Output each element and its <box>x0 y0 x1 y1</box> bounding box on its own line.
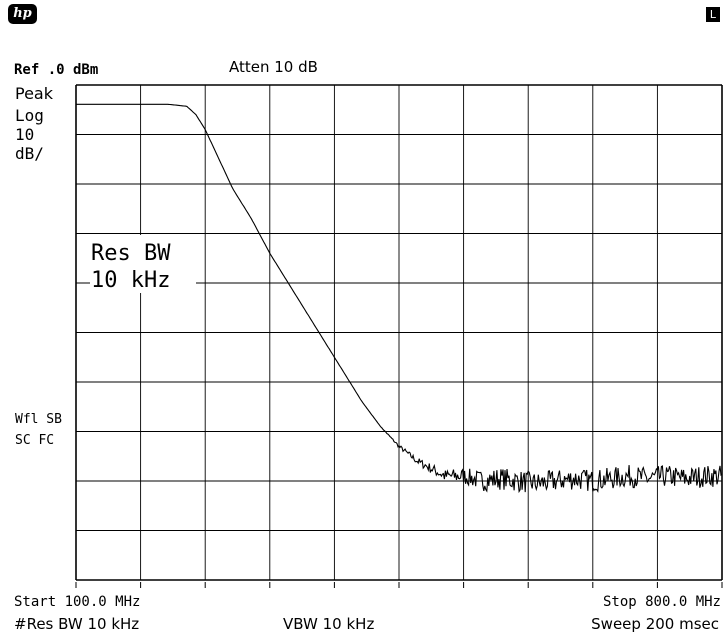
status-line-2: SC FC <box>15 433 55 448</box>
annotation-background <box>90 235 196 293</box>
ref-level-label: Ref .0 dBm <box>14 62 99 78</box>
local-indicator: L <box>706 7 720 22</box>
res-bw-footer-label: #Res BW 10 kHz <box>14 615 140 633</box>
scale-unit-label: dB/ <box>15 144 44 163</box>
scale-type-label: Log <box>15 106 44 125</box>
hp-logo: hp <box>8 4 37 24</box>
x-axis-ticks <box>75 582 723 588</box>
graticule-grid <box>75 84 723 581</box>
scale-value-label: 10 <box>15 125 35 144</box>
sweep-time-label: Sweep 200 msec <box>591 615 719 633</box>
status-line-1: Wfl SB <box>15 412 62 427</box>
stop-frequency-label: Stop 800.0 MHz <box>602 594 721 610</box>
spectrum-trace <box>76 103 723 494</box>
annotation-line-2: 10 kHz <box>91 268 170 293</box>
start-frequency-label: Start 100.0 MHz <box>14 594 141 610</box>
annotation-line-1: Res BW <box>91 241 171 266</box>
attenuation-label: Atten 10 dB <box>229 58 318 76</box>
res-bw-annotation: Res BW 10 kHz <box>90 235 196 293</box>
detector-label: Peak <box>15 84 53 103</box>
vbw-label: VBW 10 kHz <box>283 615 375 633</box>
